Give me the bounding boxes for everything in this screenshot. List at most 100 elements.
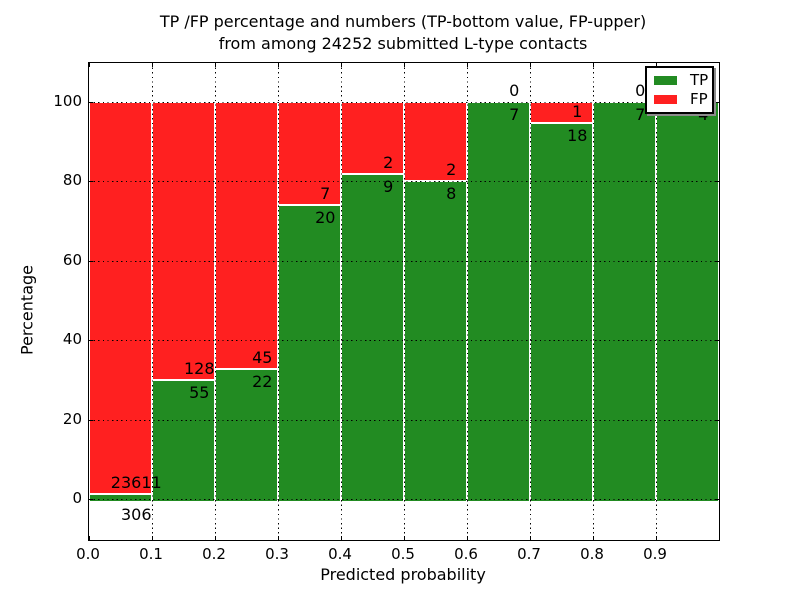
y-tick-mark <box>715 499 719 500</box>
bar-segment-fp <box>278 102 341 205</box>
v-gridline <box>593 63 594 540</box>
x-tick-label: 0.8 <box>580 545 604 563</box>
bar-segment-fp <box>341 102 404 175</box>
bar-segment-fp <box>404 102 467 182</box>
bar-segment-fp <box>152 102 215 380</box>
x-tick-label: 0.6 <box>454 545 478 563</box>
fp-count-label: 23611 <box>110 472 162 492</box>
fp-count-label: 0 <box>635 81 646 100</box>
x-tick-mark <box>656 536 657 540</box>
x-tick-label: 0.1 <box>139 545 163 563</box>
y-tick-mark <box>89 181 93 183</box>
y-tick-label: 40 <box>62 330 82 349</box>
bar-segment-tp <box>278 204 341 502</box>
fp-count-label: 2 <box>446 160 457 180</box>
y-axis-label: Percentage <box>17 264 37 356</box>
x-axis-label: Predicted probability <box>320 565 486 584</box>
tp-count-label: 7 <box>635 105 646 124</box>
x-tick-mark <box>593 63 594 67</box>
x-tick-mark <box>593 536 594 540</box>
chart-title-line1: TP /FP percentage and numbers (TP-bottom… <box>159 12 647 31</box>
x-tick-mark <box>152 63 153 67</box>
v-gridline <box>341 63 342 540</box>
bar-segment-tp <box>593 102 656 502</box>
tp-count-label: 8 <box>446 184 457 204</box>
fp-count-label: 2 <box>383 153 394 173</box>
x-tick-mark <box>404 536 405 540</box>
v-gridline <box>404 63 405 540</box>
v-gridline <box>656 63 657 540</box>
bar-segment-tp <box>89 493 152 502</box>
x-tick-mark <box>530 536 531 540</box>
bar-segment-fp <box>89 102 152 494</box>
fp-count-label: 1 <box>572 101 583 121</box>
y-tick-label: 80 <box>62 171 82 190</box>
fp-count-label: 0 <box>509 81 520 100</box>
tp-count-label: 7 <box>509 105 520 124</box>
legend-item-fp: FP <box>654 90 708 108</box>
fp-count-label: 7 <box>320 183 331 203</box>
x-tick-label: 0.4 <box>328 545 352 563</box>
tp-count-label: 55 <box>189 382 210 402</box>
legend-label-fp: FP <box>690 90 708 108</box>
bar-segment-tp <box>656 102 719 502</box>
x-tick-label: 0.0 <box>76 545 100 563</box>
v-gridline <box>467 63 468 540</box>
tp-count-label: 9 <box>383 177 394 197</box>
plot-area: 236113061285545227202928071180704 <box>88 62 720 541</box>
x-tick-mark <box>89 63 90 67</box>
x-tick-mark <box>278 536 279 540</box>
y-tick-mark <box>89 499 93 500</box>
fp-count-label: 45 <box>252 347 273 367</box>
x-tick-mark <box>215 536 216 540</box>
v-gridline <box>530 63 531 540</box>
bar-segment-fp <box>215 102 278 369</box>
x-tick-mark <box>530 63 531 67</box>
fp-count-label: 128 <box>183 358 215 378</box>
x-tick-label: 0.2 <box>202 545 226 563</box>
y-tick-mark <box>89 260 93 262</box>
y-tick-mark <box>89 102 93 103</box>
x-tick-mark <box>656 63 657 67</box>
x-tick-mark <box>467 536 468 540</box>
v-gridline <box>152 63 153 540</box>
fp-swatch-icon <box>654 95 677 104</box>
v-gridline <box>278 63 279 540</box>
y-tick-mark <box>715 260 719 262</box>
v-gridline <box>215 63 216 540</box>
y-tick-label: 100 <box>53 92 82 110</box>
x-tick-mark <box>341 536 342 540</box>
y-tick-label: 60 <box>62 250 82 269</box>
legend-label-tp: TP <box>690 71 709 89</box>
y-tick-label: 0 <box>72 489 82 507</box>
x-tick-mark <box>467 63 468 67</box>
y-tick-mark <box>715 102 719 103</box>
tp-count-label: 4 <box>698 105 709 124</box>
x-tick-label: 0.3 <box>265 545 289 563</box>
bar-segment-tp <box>341 174 404 502</box>
x-tick-label: 0.5 <box>391 545 415 563</box>
x-tick-mark <box>278 63 279 67</box>
x-tick-mark <box>341 63 342 67</box>
y-tick-mark <box>715 419 719 421</box>
y-tick-mark <box>89 419 93 421</box>
x-tick-mark <box>89 536 90 540</box>
x-tick-mark <box>152 536 153 540</box>
y-tick-label: 20 <box>62 409 82 428</box>
bar-segment-tp <box>404 181 467 502</box>
tp-swatch-icon <box>654 76 677 85</box>
x-tick-label: 0.7 <box>517 545 541 563</box>
chart-title-line2: from among 24252 submitted L-type contac… <box>218 34 588 53</box>
tp-count-label: 20 <box>315 207 336 227</box>
x-tick-mark <box>404 63 405 67</box>
bar-segment-fp <box>530 102 593 123</box>
tp-count-label: 22 <box>252 371 273 391</box>
legend: TP FP <box>645 66 714 114</box>
x-tick-mark <box>215 63 216 67</box>
x-tick-label: 0.9 <box>643 545 667 563</box>
y-tick-mark <box>89 340 93 342</box>
bar-segment-tp <box>467 102 530 502</box>
y-tick-mark <box>715 181 719 183</box>
bar-segment-tp <box>215 368 278 502</box>
